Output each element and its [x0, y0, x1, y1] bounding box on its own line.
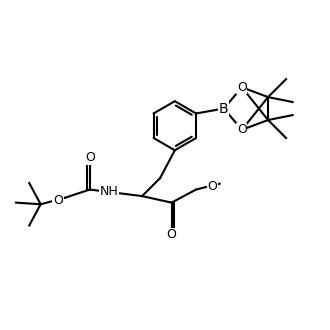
Text: O: O — [208, 181, 217, 193]
Text: O: O — [237, 81, 247, 94]
Text: B: B — [219, 102, 229, 116]
Text: O: O — [167, 228, 177, 241]
Text: NH: NH — [99, 185, 118, 198]
Text: O: O — [237, 123, 247, 136]
Text: O: O — [53, 194, 63, 207]
Text: O: O — [85, 151, 95, 164]
